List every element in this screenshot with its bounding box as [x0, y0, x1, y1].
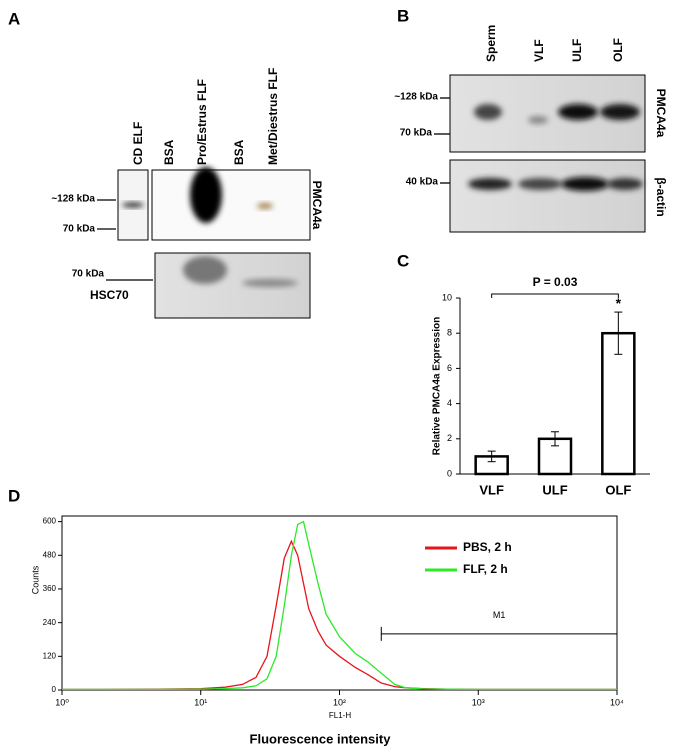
- marker-label: ~128 kDa: [394, 92, 438, 103]
- y-tick-label: 8: [447, 328, 452, 338]
- band: [528, 116, 548, 124]
- lane-label: Met/Diestrus FLF: [266, 68, 280, 165]
- lane-label: VLF: [532, 39, 546, 62]
- y-axis-label: Counts: [30, 565, 40, 594]
- protein-label: PMCA4a: [310, 181, 324, 230]
- band: [558, 104, 598, 120]
- y-tick-label: 120: [43, 651, 57, 660]
- protein-label: PMCA4a: [654, 89, 668, 138]
- error-bar: [487, 450, 496, 463]
- x-tick-label: VLF: [479, 482, 504, 497]
- y-tick-label: 0: [52, 685, 57, 694]
- lane-label: Pro/Estrus FLF: [195, 79, 209, 165]
- x-tick-label: 10¹: [194, 697, 207, 707]
- histogram-line: [62, 539, 617, 691]
- marker-label: 40 kDa: [406, 177, 439, 188]
- band: [474, 104, 502, 120]
- lane-label: BSA: [162, 139, 176, 165]
- lane-label: ULF: [570, 39, 584, 62]
- lane-label: OLF: [611, 38, 625, 62]
- y-tick-label: 480: [43, 550, 57, 559]
- x-axis-title: Fluorescence intensity: [250, 731, 392, 746]
- blot-b: [434, 74, 646, 233]
- marker-label: ~128 kDa: [51, 194, 95, 205]
- bar: [537, 437, 573, 476]
- bar: [601, 331, 636, 476]
- band: [183, 256, 227, 284]
- x-tick-label: 10⁰: [55, 697, 69, 707]
- legend-label: PBS, 2 h: [463, 540, 512, 554]
- y-tick-label: 0: [447, 468, 452, 478]
- panel-label: A: [8, 9, 20, 28]
- panel-label: D: [8, 486, 20, 505]
- y-tick-label: 6: [447, 363, 452, 373]
- error-bar: [614, 311, 623, 355]
- marker-label: 70 kDa: [400, 128, 433, 139]
- blot-frame: [151, 169, 311, 241]
- gate-label: M1: [493, 610, 506, 620]
- x-tick-label: OLF: [605, 482, 631, 497]
- marker-label: 70 kDa: [72, 269, 105, 280]
- x-tick-label: 10²: [333, 697, 346, 707]
- blot-a: [97, 167, 311, 319]
- x-tick-label: ULF: [542, 482, 567, 497]
- band: [242, 279, 298, 287]
- legend-label: FLF, 2 h: [463, 562, 508, 576]
- gate-marker: [380, 626, 618, 641]
- y-tick-label: 240: [43, 618, 57, 627]
- y-tick-label: 4: [447, 398, 452, 408]
- lane-label: Sperm: [484, 25, 498, 62]
- band: [561, 177, 609, 191]
- x-tick-label: 10⁴: [610, 697, 624, 707]
- band: [122, 202, 144, 208]
- lane-label: CD ELF: [131, 122, 145, 165]
- annotation: *: [616, 295, 622, 311]
- y-tick-label: 600: [43, 517, 57, 526]
- band: [257, 203, 273, 209]
- error-bar: [551, 431, 559, 447]
- x-axis-label: FL1-H: [329, 711, 351, 720]
- band: [518, 178, 562, 190]
- band: [190, 167, 222, 223]
- protein-label: HSC70: [90, 288, 129, 302]
- panel-label: C: [397, 251, 409, 270]
- bracket: [491, 293, 619, 298]
- band: [607, 178, 643, 190]
- y-tick-label: 2: [447, 433, 452, 443]
- protein-label: β-actin: [654, 177, 668, 216]
- band: [468, 178, 512, 190]
- y-axis-label: Relative PMCA4a Expression: [432, 317, 443, 455]
- band: [600, 104, 640, 120]
- marker-label: 70 kDa: [63, 224, 96, 235]
- lane-label: BSA: [232, 139, 246, 165]
- histogram-line: [62, 520, 617, 691]
- plot-frame: [61, 515, 618, 691]
- x-tick-label: 10³: [472, 697, 485, 707]
- y-tick-label: 360: [43, 584, 57, 593]
- y-tick-label: 10: [442, 292, 452, 302]
- panel-label: B: [397, 6, 409, 25]
- annotation: P = 0.03: [533, 275, 578, 289]
- blot-frame: [449, 159, 646, 233]
